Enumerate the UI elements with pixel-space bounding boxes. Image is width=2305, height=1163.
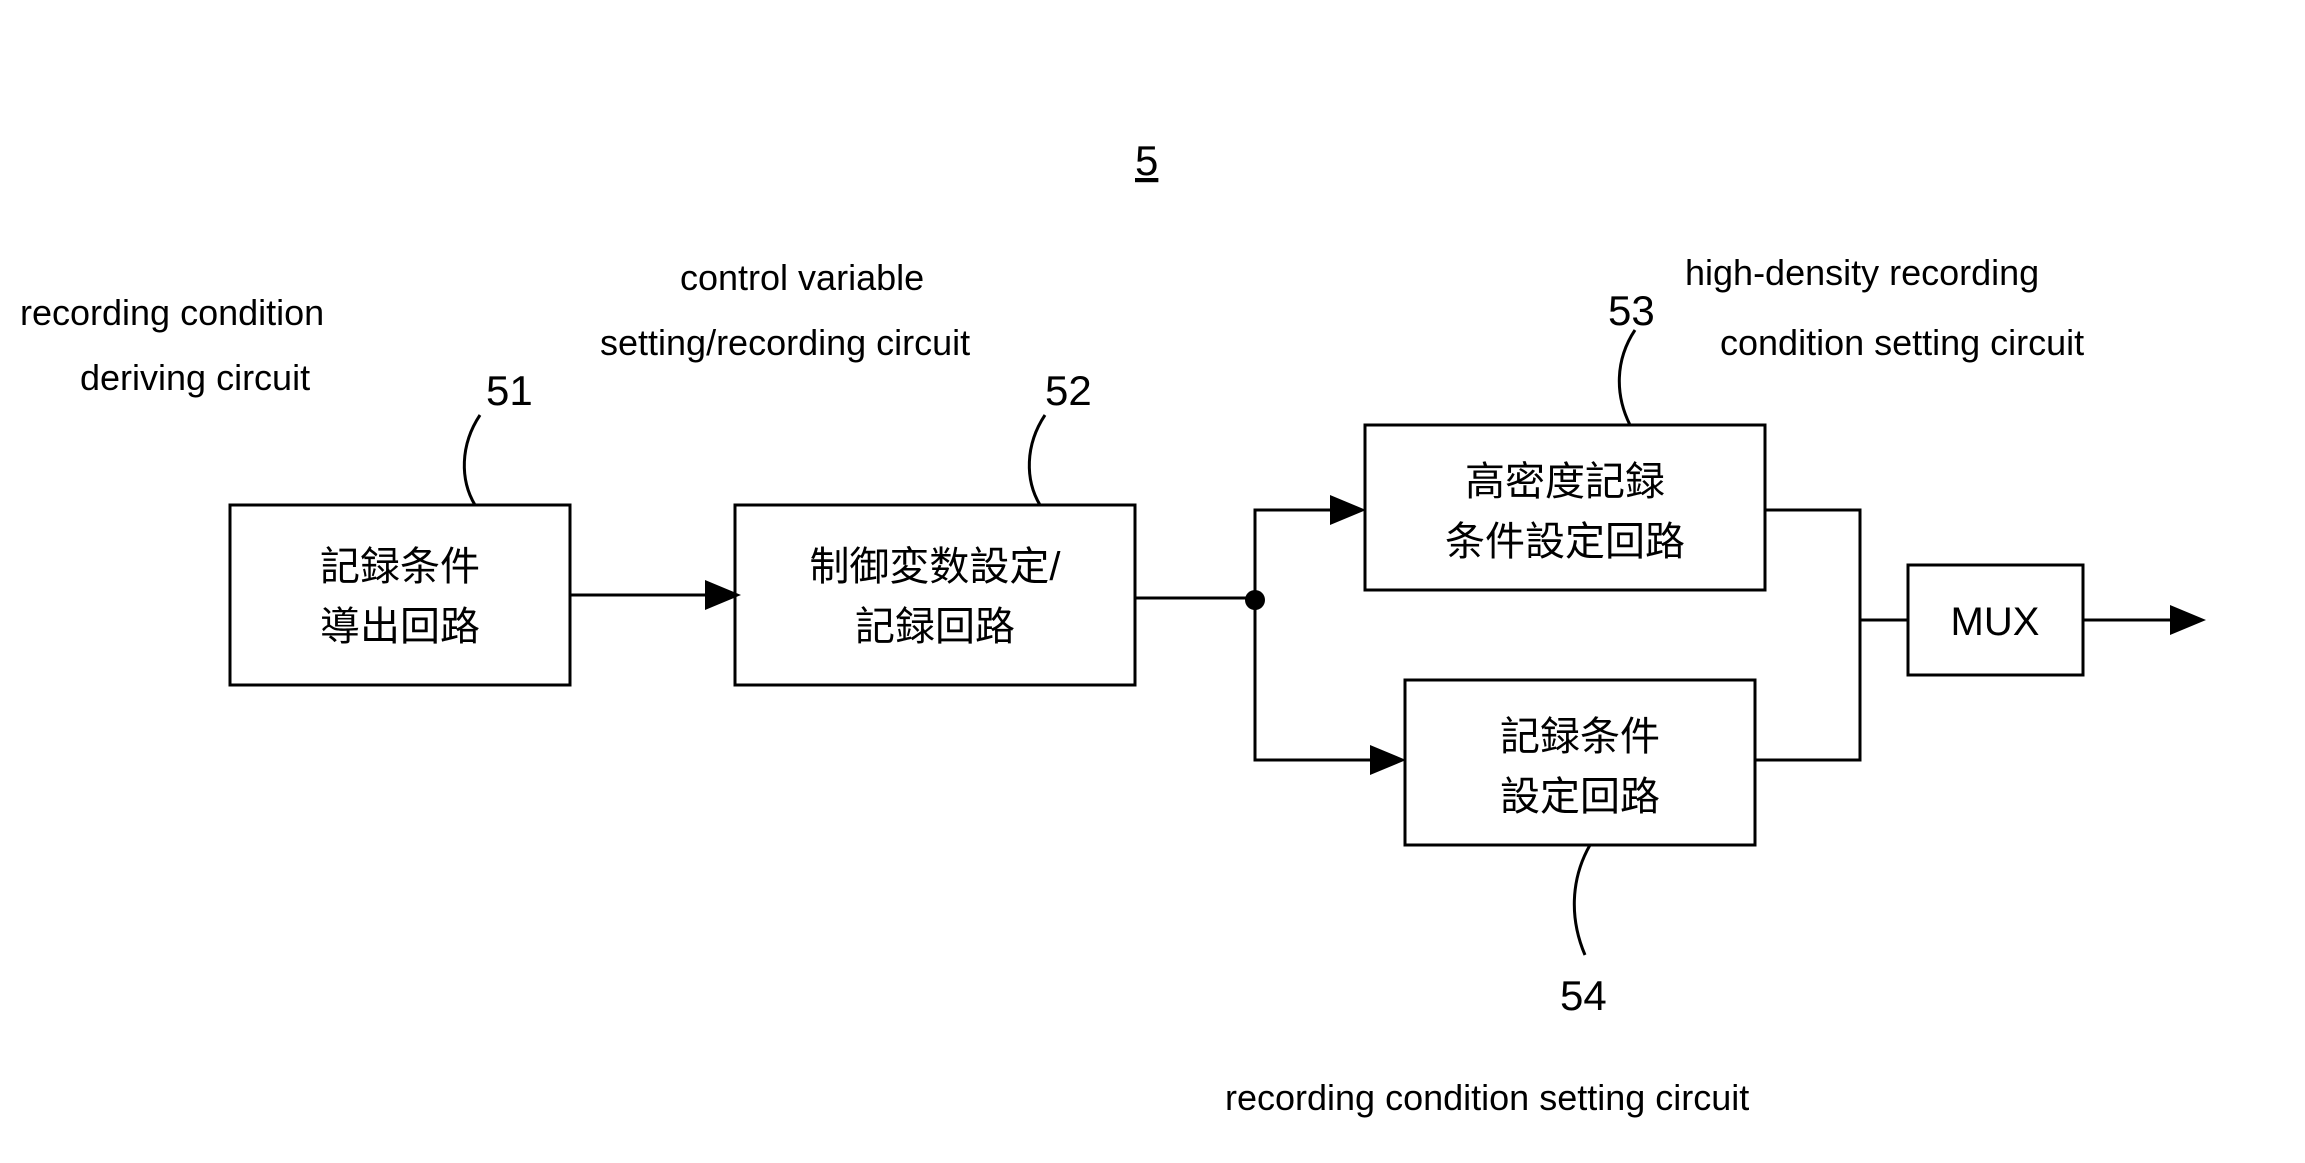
branch-to-54 [1255,600,1400,760]
box-52 [735,505,1135,685]
path-54-to-mux [1755,620,1860,760]
block-diagram: 5 recording condition deriving circuit c… [0,0,2305,1163]
box-53 [1365,425,1765,590]
path-53-to-mux [1765,510,1908,620]
box-53-line1: 高密度記録 [1465,460,1665,504]
label-en-52-line1: control variable [680,257,924,298]
label-en-51-line1: recording condition [20,292,324,333]
ref-num-51: 51 [486,367,533,414]
leader-53 [1619,330,1635,425]
mux-label: MUX [1951,600,2040,644]
leader-54 [1574,845,1590,955]
box-54-line2: 設定回路 [1500,775,1660,819]
figure-number: 5 [1135,137,1158,184]
label-en-52-line2: setting/recording circuit [600,322,970,363]
branch-to-53 [1255,510,1360,600]
ref-num-53: 53 [1608,287,1655,334]
box-54 [1405,680,1755,845]
leader-52 [1029,415,1045,505]
label-en-54: recording condition setting circuit [1225,1077,1749,1118]
box-54-line1: 記録条件 [1500,715,1660,759]
box-52-line1: 制御変数設定/ [809,545,1061,589]
box-51-line2: 導出回路 [320,605,480,649]
ref-num-52: 52 [1045,367,1092,414]
label-en-51-line2: deriving circuit [80,357,310,398]
box-51 [230,505,570,685]
label-en-53-line2: condition setting circuit [1720,322,2084,363]
leader-51 [464,415,480,505]
box-53-line2: 条件設定回路 [1445,520,1685,564]
box-51-line1: 記録条件 [320,545,480,589]
label-en-53-line1: high-density recording [1685,252,2039,293]
box-52-line2: 記録回路 [855,605,1015,649]
ref-num-54: 54 [1560,972,1607,1019]
